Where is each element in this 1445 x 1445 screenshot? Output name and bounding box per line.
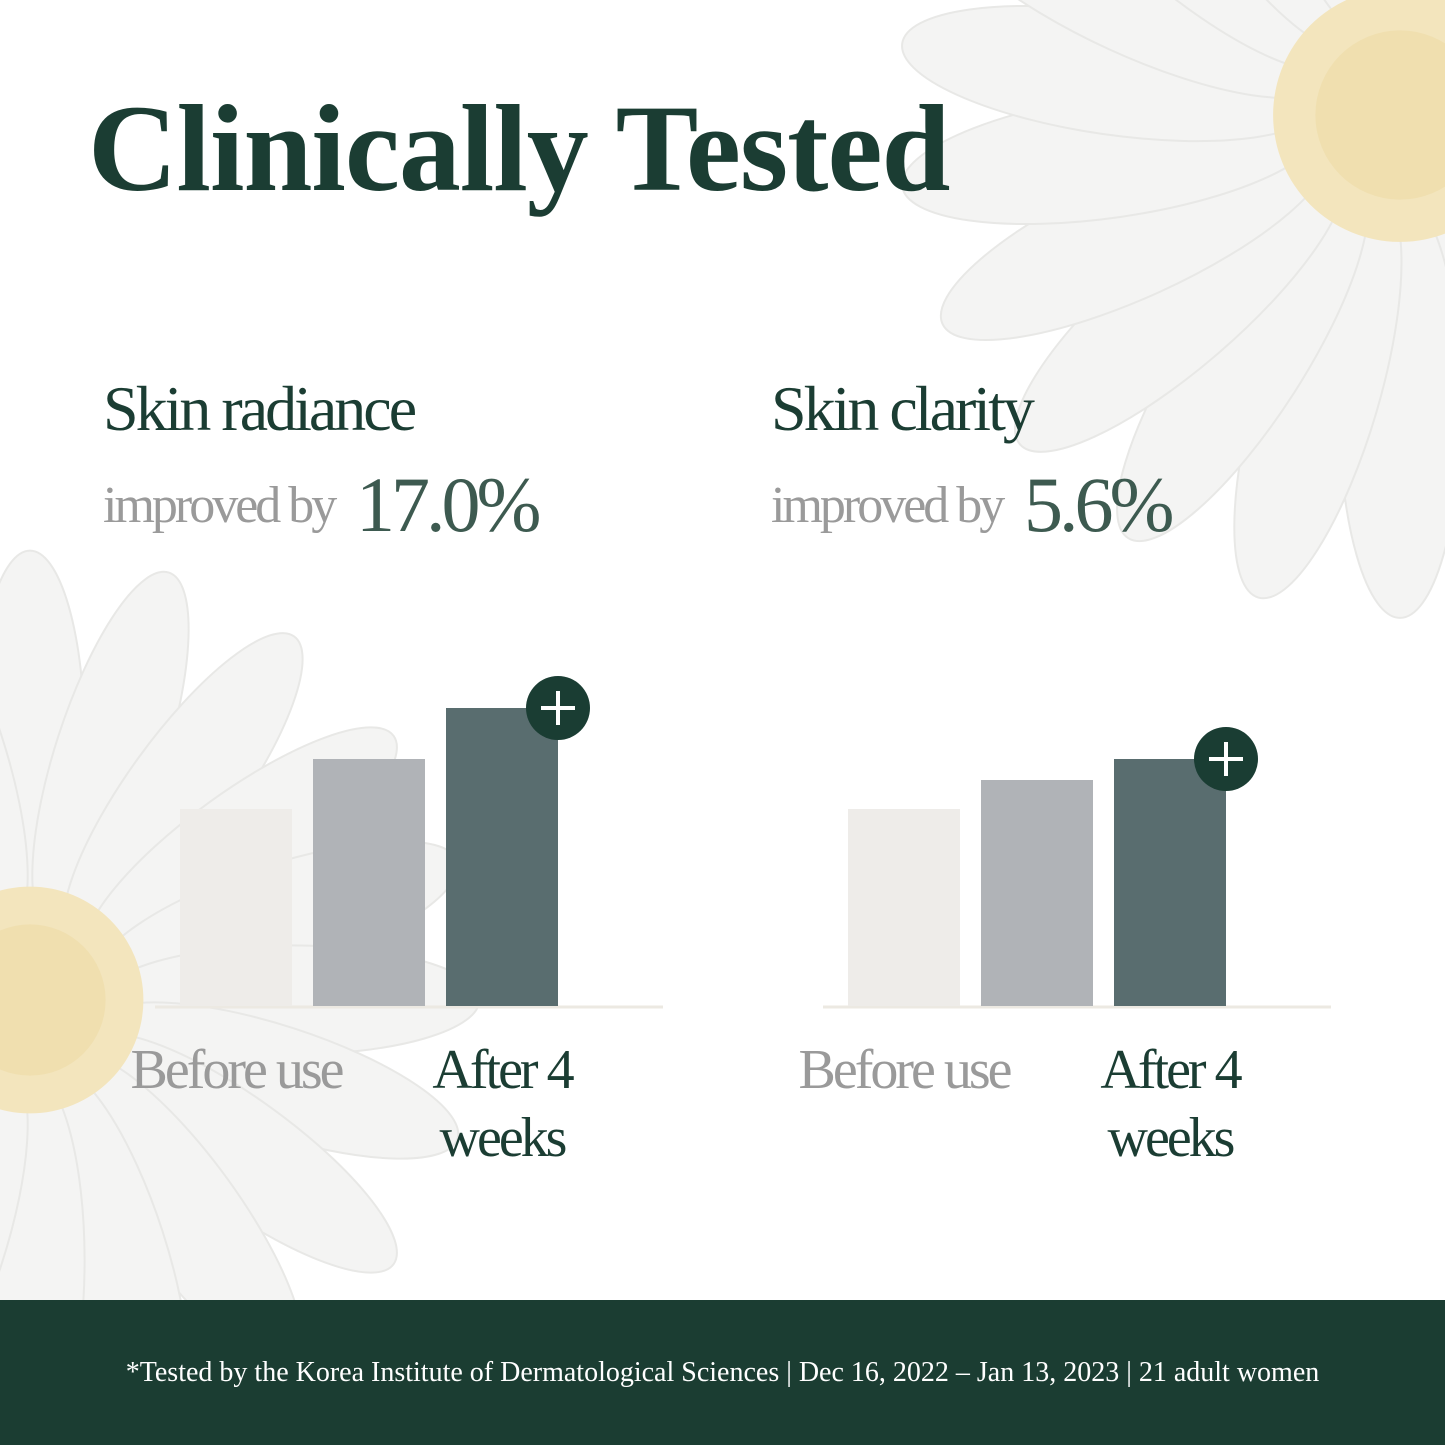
title: Clinically Tested xyxy=(88,80,950,217)
bar xyxy=(180,809,292,1006)
improvement: 17.0% xyxy=(356,461,541,548)
panel-heading: Skin clarity xyxy=(771,373,1035,444)
improvement: 5.6% xyxy=(1024,461,1174,548)
bar xyxy=(446,708,558,1006)
footer-text: *Tested by the Korea Institute of Dermat… xyxy=(125,1357,1320,1388)
plus-icon xyxy=(1209,742,1243,776)
category-label: After 4 weeks xyxy=(1100,1039,1242,1169)
daisy-center xyxy=(0,924,106,1076)
daisy xyxy=(901,0,1445,619)
bar xyxy=(313,759,425,1006)
category-label: Before use xyxy=(130,1039,344,1101)
panel-heading: Skin radiance xyxy=(103,373,417,444)
panel-subheading: improved by xyxy=(103,477,337,534)
bar xyxy=(1114,759,1226,1006)
category-label: After 4 weeks xyxy=(432,1039,574,1169)
plus-icon xyxy=(541,691,575,725)
bar xyxy=(981,780,1093,1006)
category-label: Before use xyxy=(798,1039,1012,1101)
footer: *Tested by the Korea Institute of Dermat… xyxy=(0,1300,1445,1445)
daisy-center xyxy=(1315,30,1445,200)
panel-subheading: improved by xyxy=(771,477,1005,534)
bar xyxy=(848,809,960,1006)
